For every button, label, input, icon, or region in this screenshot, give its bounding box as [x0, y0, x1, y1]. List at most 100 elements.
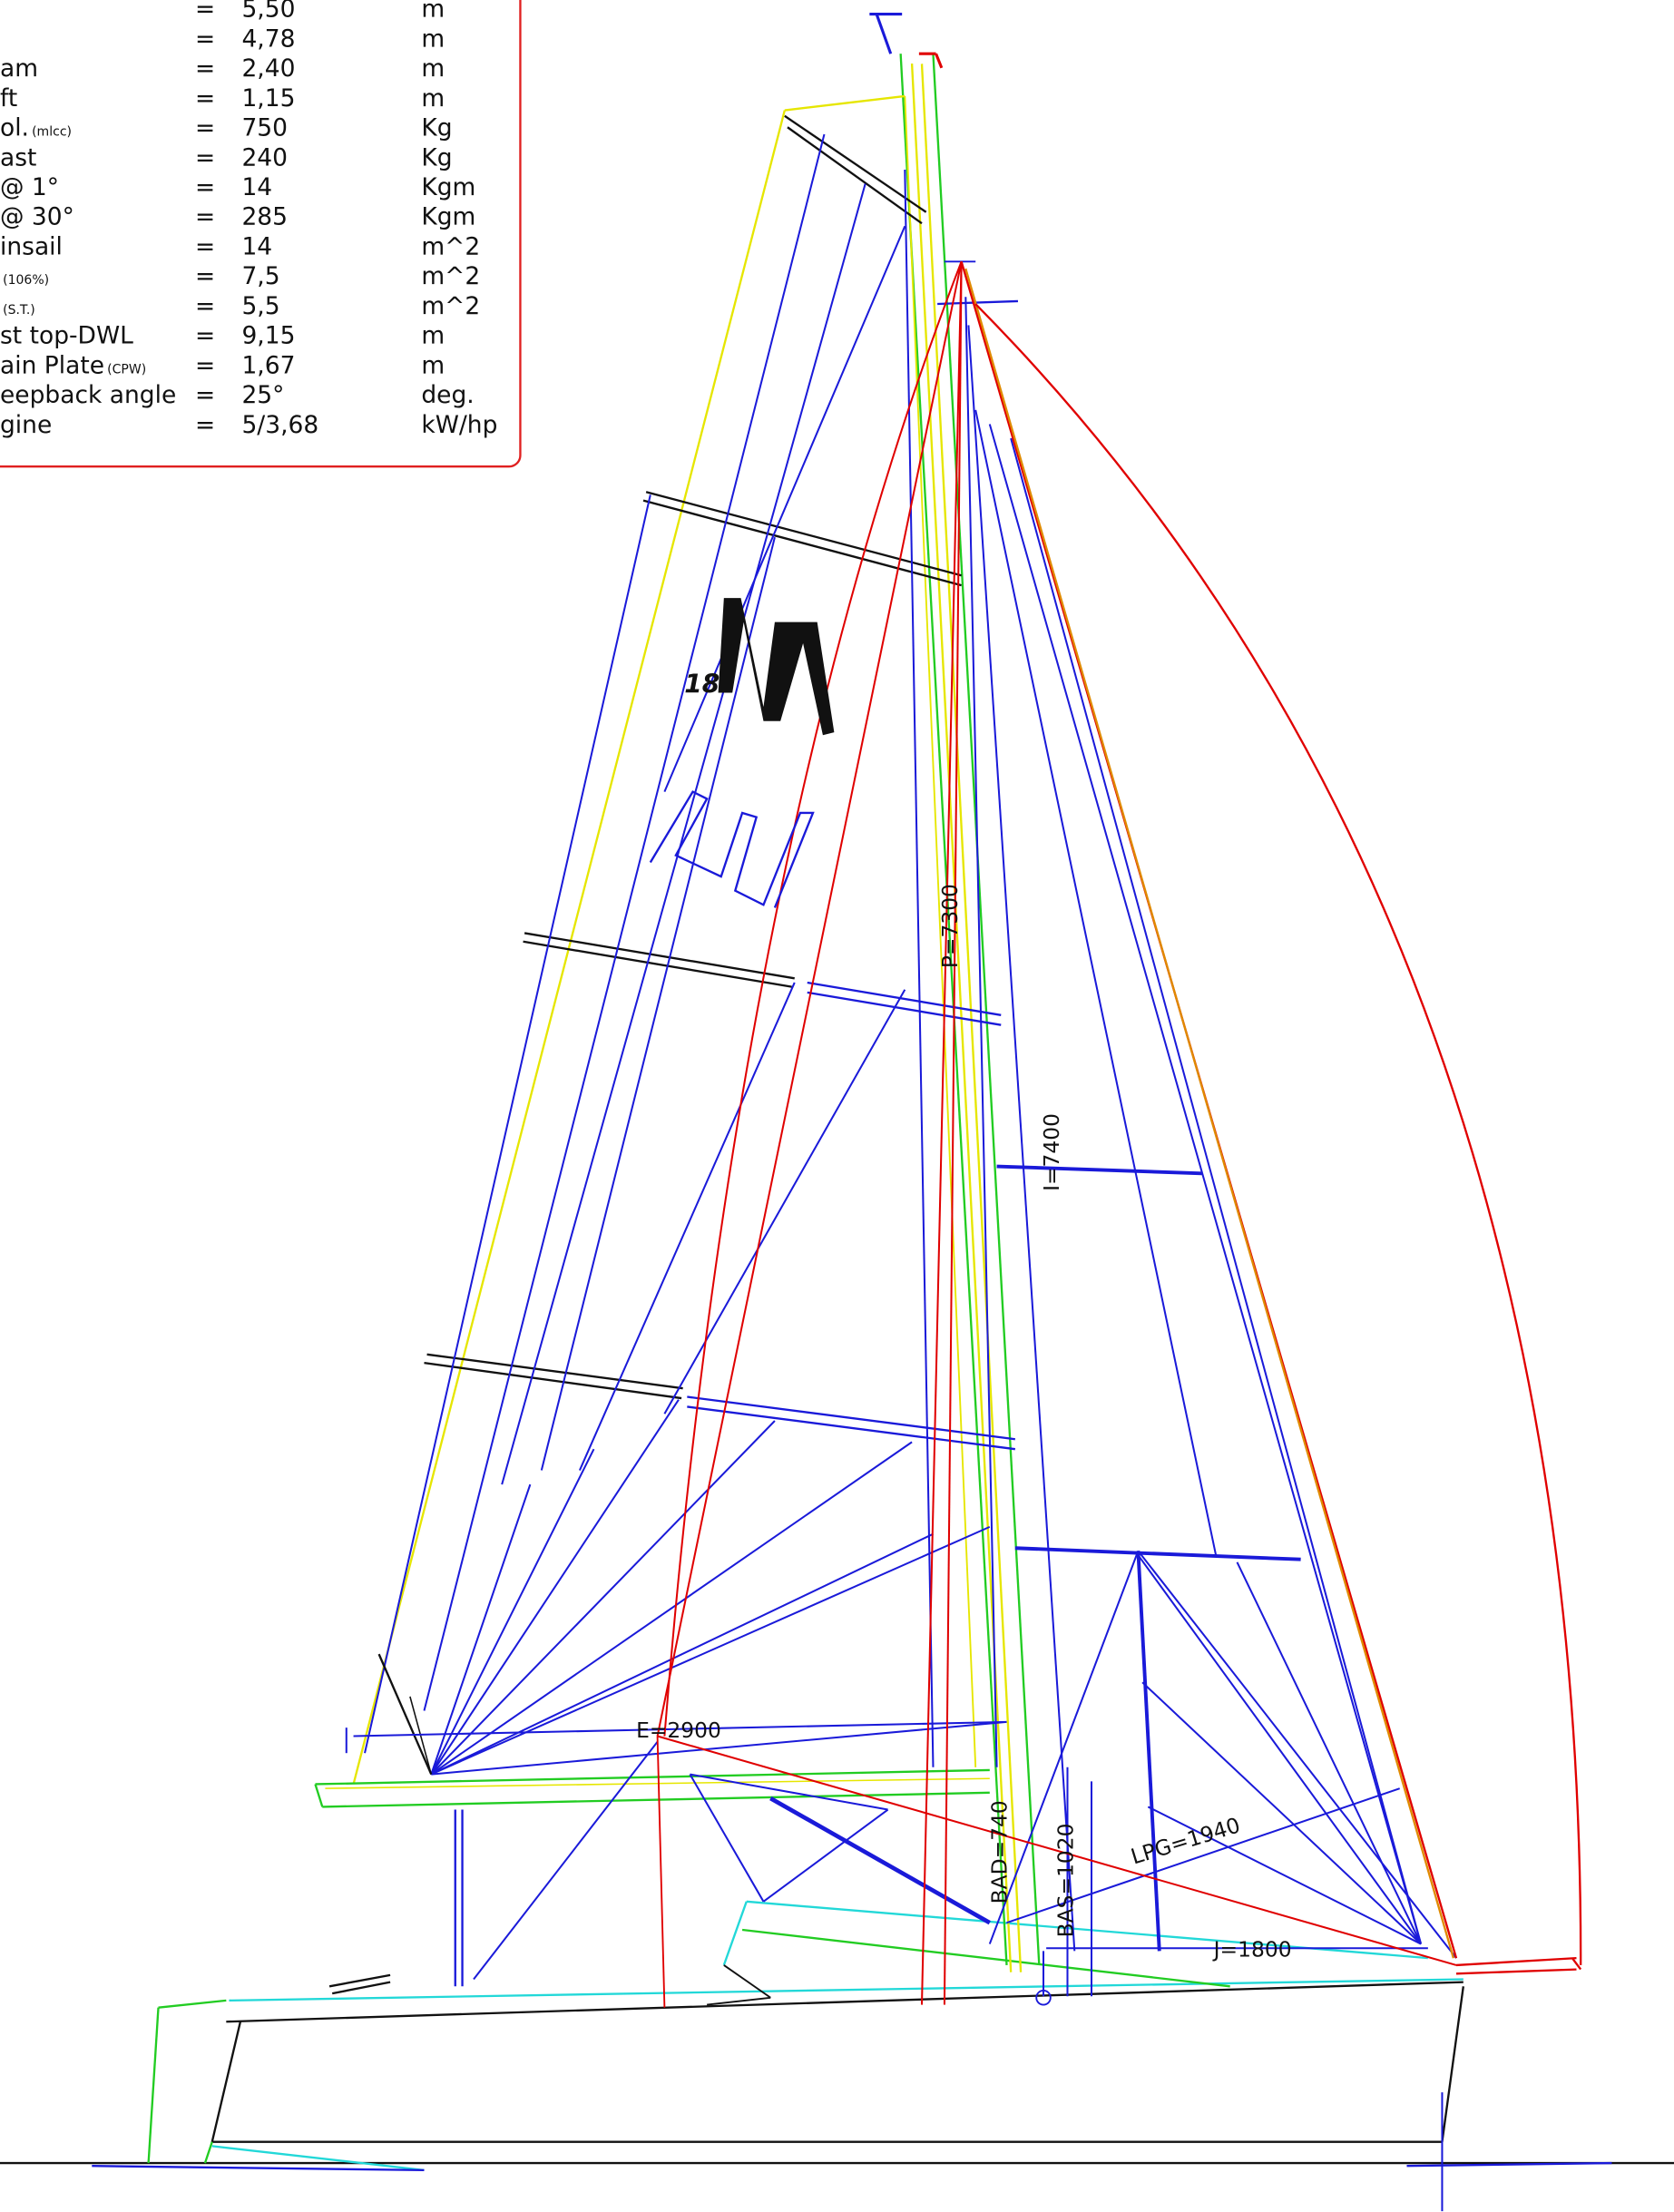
row-eq: = [195, 24, 215, 53]
row-value: 14 [241, 232, 272, 260]
row-value: 240 [241, 143, 288, 171]
row-label: insail [0, 232, 63, 260]
rig-line [315, 1784, 322, 1806]
rig-line [1572, 1958, 1581, 1969]
row-unit: m [421, 351, 445, 379]
row-value: 285 [241, 203, 288, 231]
row-label: eepback angle [0, 381, 176, 409]
rig-line [724, 1902, 747, 1965]
row-label: gine [0, 411, 52, 439]
row-value: 14 [241, 173, 272, 201]
row-unit: kW/hp [421, 411, 497, 439]
label-text: ast [0, 143, 36, 171]
rig-line [1456, 1970, 1576, 1974]
rig-line [212, 2021, 240, 2141]
row-label: @ 1° [0, 173, 59, 201]
rig-line [1456, 1958, 1576, 1965]
rig-line [315, 1770, 989, 1785]
label-sub: (CPW) [107, 362, 146, 377]
row-value: 9,15 [241, 322, 295, 350]
row-unit: Kgm [421, 173, 475, 201]
rig-line [92, 2166, 424, 2170]
rig-line [997, 1167, 1202, 1174]
dim-j: J=1800 [1212, 1937, 1292, 1962]
rig-line [542, 537, 775, 1470]
row-value: 1,67 [241, 351, 295, 379]
row-unit: m [421, 54, 445, 83]
row-value: 25° [241, 381, 284, 409]
page: =5,50m=4,78mam=2,40mft=1,15mol.(mlcc)=75… [0, 0, 1674, 2212]
row-label: (S.T.) [3, 303, 35, 318]
row-eq: = [195, 351, 215, 379]
rig-line [664, 990, 905, 1414]
rig-line [1442, 1986, 1463, 2141]
logo [719, 598, 835, 735]
rig-line [937, 301, 1018, 304]
rig-line [159, 2001, 227, 2008]
dim-bad: BAD=740 [986, 1800, 1012, 1904]
rig-line [1015, 1548, 1301, 1559]
rig-line [322, 1793, 990, 1807]
rig-line [658, 261, 962, 1736]
row-unit: deg. [421, 381, 474, 409]
row-eq: = [195, 232, 215, 260]
row-eq: = [195, 54, 215, 83]
rig-line [229, 1980, 1463, 2001]
rig-line [770, 1798, 990, 1923]
rig-line [785, 96, 905, 111]
rig-line [1011, 438, 1421, 1944]
row-value: 7,5 [241, 262, 279, 290]
row-unit: m^2 [421, 232, 480, 260]
rig-line [474, 1742, 658, 1980]
rig-line [365, 494, 651, 1753]
row-eq: = [195, 322, 215, 350]
row-unit: Kg [421, 114, 452, 142]
dim-p: P=7300 [937, 884, 963, 968]
row-label: ast [0, 143, 36, 171]
dim-i: I=7400 [1039, 1113, 1064, 1191]
row-label: (106%) [3, 273, 49, 288]
row-unit: m [421, 84, 445, 113]
rig-line [646, 492, 961, 575]
row-unit: m^2 [421, 292, 480, 320]
rig-line [424, 134, 824, 1710]
rig-line [524, 933, 795, 978]
rig-line [205, 2142, 212, 2163]
label-sub: (106%) [3, 273, 49, 288]
row-unit: m [421, 0, 445, 24]
rig-line [876, 15, 891, 54]
rig-line [354, 111, 785, 1785]
label-sub: (mlcc) [32, 125, 72, 140]
row-unit: m [421, 322, 445, 350]
row-eq: = [195, 411, 215, 439]
row-value: 750 [241, 114, 288, 142]
label-text: gine [0, 411, 52, 439]
rig-line [379, 1654, 432, 1774]
row-value: 5/3,68 [241, 411, 318, 439]
rig-line [690, 1775, 887, 1810]
rig-line [687, 1406, 1015, 1449]
row-label: ain Plate(CPW) [0, 351, 146, 379]
row-eq: = [195, 0, 215, 24]
row-eq: = [195, 84, 215, 113]
rig-line [1138, 1551, 1159, 1951]
rig-line [1138, 1551, 1456, 1958]
gennaker-luff [664, 261, 961, 1736]
rig-line [747, 1902, 1428, 1958]
gennaker-leech [975, 304, 1581, 1965]
row-eq: = [195, 381, 215, 409]
logo-number: 18 [684, 670, 720, 700]
label-text: @ 30° [0, 203, 74, 231]
rig-line [325, 1778, 989, 1788]
row-label: @ 30° [0, 203, 74, 231]
row-label: ft [0, 84, 17, 113]
sail-plan: =5,50m=4,78mam=2,40mft=1,15mol.(mlcc)=75… [0, 0, 1674, 2212]
row-value: 4,78 [241, 24, 295, 53]
rig-line [212, 2146, 425, 2169]
dim-e: E=2900 [636, 1718, 721, 1743]
rig-line [690, 1775, 763, 1902]
row-label: st top-DWL [0, 322, 133, 350]
label-text: am [0, 54, 38, 83]
row-value: 1,15 [241, 84, 295, 113]
